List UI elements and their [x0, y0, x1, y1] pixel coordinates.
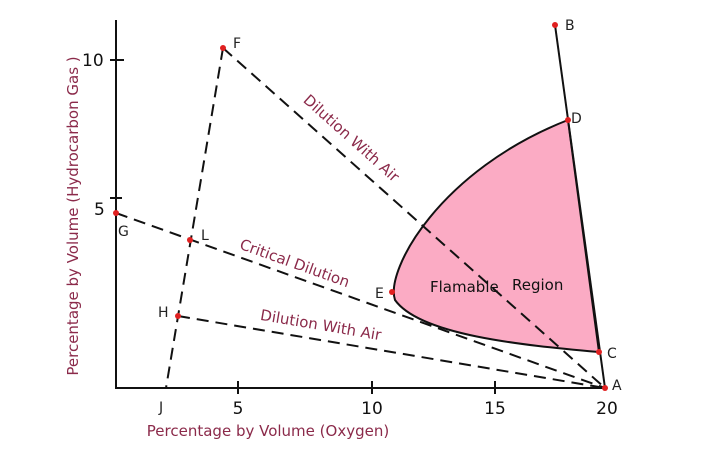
- x-tick-label: 10: [361, 399, 383, 419]
- dashed-lines: [115, 47, 606, 389]
- flammable-region: [392, 118, 601, 354]
- dot: [602, 385, 608, 391]
- point-label: D: [571, 111, 582, 127]
- point-label: A: [612, 378, 622, 394]
- dot: [552, 22, 558, 28]
- line-label: Dilution With Air: [300, 91, 404, 186]
- dot: [389, 289, 395, 295]
- point-label: B: [565, 18, 575, 34]
- point-label: C: [607, 346, 617, 362]
- line-label: Critical Dilution: [237, 235, 352, 291]
- x-tick-label: 20: [596, 399, 618, 419]
- y-axis-label: Percentage by Volume (Hydrocarbon Gas ): [64, 56, 82, 375]
- dot: [220, 45, 226, 51]
- x-tick-label: 15: [484, 399, 506, 419]
- line-ba: [554, 24, 606, 389]
- y-tick-label: 10: [82, 51, 104, 71]
- dot: [113, 210, 119, 216]
- point-label: E: [375, 286, 384, 302]
- point-label: F: [233, 36, 241, 52]
- dot: [175, 313, 181, 319]
- line-label: Dilution With Air: [259, 306, 383, 344]
- x-axis-label: Percentage by Volume (Oxygen): [147, 422, 389, 440]
- y-tick-label: 5: [94, 200, 105, 220]
- dot: [565, 117, 571, 123]
- line-ga: [115, 212, 606, 389]
- x-tick-label: 5: [233, 399, 244, 419]
- point-label: L: [201, 228, 209, 244]
- point-label: J: [158, 400, 163, 416]
- region-label: Region: [512, 276, 563, 294]
- region-label: Flamable: [430, 278, 499, 296]
- line-fj: [165, 47, 224, 389]
- line-ha: [177, 315, 606, 389]
- point-label: H: [158, 305, 169, 321]
- axes: [110, 20, 606, 394]
- dot: [596, 349, 602, 355]
- point-dots: [113, 22, 608, 391]
- line-fa: [222, 47, 606, 389]
- dot: [187, 237, 193, 243]
- point-label: G: [118, 224, 129, 240]
